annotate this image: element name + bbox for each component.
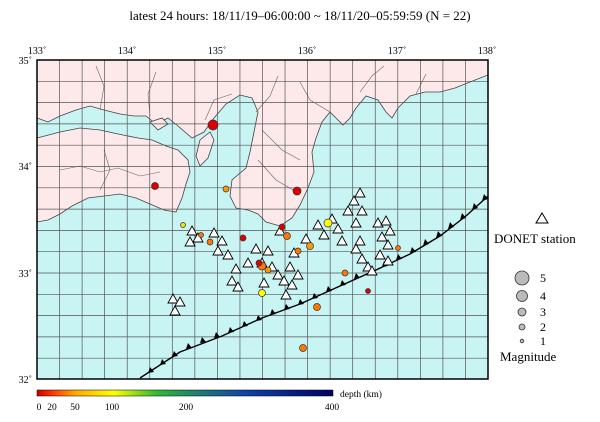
- legend-station-label: DONET station: [494, 231, 576, 246]
- colorbar-tick: 200: [179, 403, 194, 413]
- lon-tick-label: 136˚: [298, 46, 316, 57]
- colorbar-title: depth (km): [340, 389, 382, 400]
- magnitude-label: 1: [540, 334, 546, 348]
- magnitude-labels: 5 4 3 2 1: [540, 271, 546, 348]
- magnitude-label: 5: [540, 271, 546, 285]
- colorbar-ticks: 0 20 50 100 200 400: [37, 403, 340, 413]
- nankai-trough-line: [139, 194, 489, 379]
- magnitude-label: 4: [540, 289, 546, 303]
- lon-tick-label: 134˚: [118, 46, 136, 57]
- magnitude-label: 3: [540, 305, 546, 319]
- depth-colorbar: [36, 389, 334, 397]
- land-shikoku: [37, 127, 191, 223]
- lat-tick-label: 33˚: [19, 269, 32, 280]
- lon-tick-label: 135˚: [208, 46, 226, 57]
- magnitude-legend-title: Magnitude: [500, 349, 557, 364]
- colorbar-tick: 20: [47, 403, 57, 413]
- lat-tick-label: 32˚: [19, 375, 32, 386]
- lat-tick-label: 35˚: [19, 56, 32, 67]
- magnitude-legend: [514, 270, 530, 344]
- colorbar-tick: 0: [37, 403, 42, 413]
- map-title: latest 24 hours: 18/11/19–06:00:00 ~ 18/…: [129, 8, 471, 23]
- colorbar-tick: 400: [325, 403, 340, 413]
- map-frame: [36, 59, 489, 380]
- map-grid: [37, 60, 488, 379]
- lat-tick-label: 34˚: [19, 162, 32, 173]
- colorbar-tick: 100: [105, 403, 120, 413]
- lon-tick-label: 133˚: [28, 46, 46, 57]
- lon-tick-label: 137˚: [388, 46, 406, 57]
- lon-tick-label: 138˚: [478, 46, 496, 57]
- lon-tick-labels: 133˚ 134˚ 135˚ 136˚ 137˚ 138˚: [28, 46, 496, 57]
- legend-station-triangle-icon: [535, 212, 549, 224]
- prefecture-borders: [59, 65, 427, 195]
- earthquake-events: [151, 119, 401, 352]
- land-awaji: [195, 131, 215, 167]
- lat-tick-labels: 35˚ 34˚ 33˚ 32˚: [19, 56, 32, 386]
- magnitude-label: 2: [540, 320, 546, 334]
- colorbar-tick: 50: [70, 403, 80, 413]
